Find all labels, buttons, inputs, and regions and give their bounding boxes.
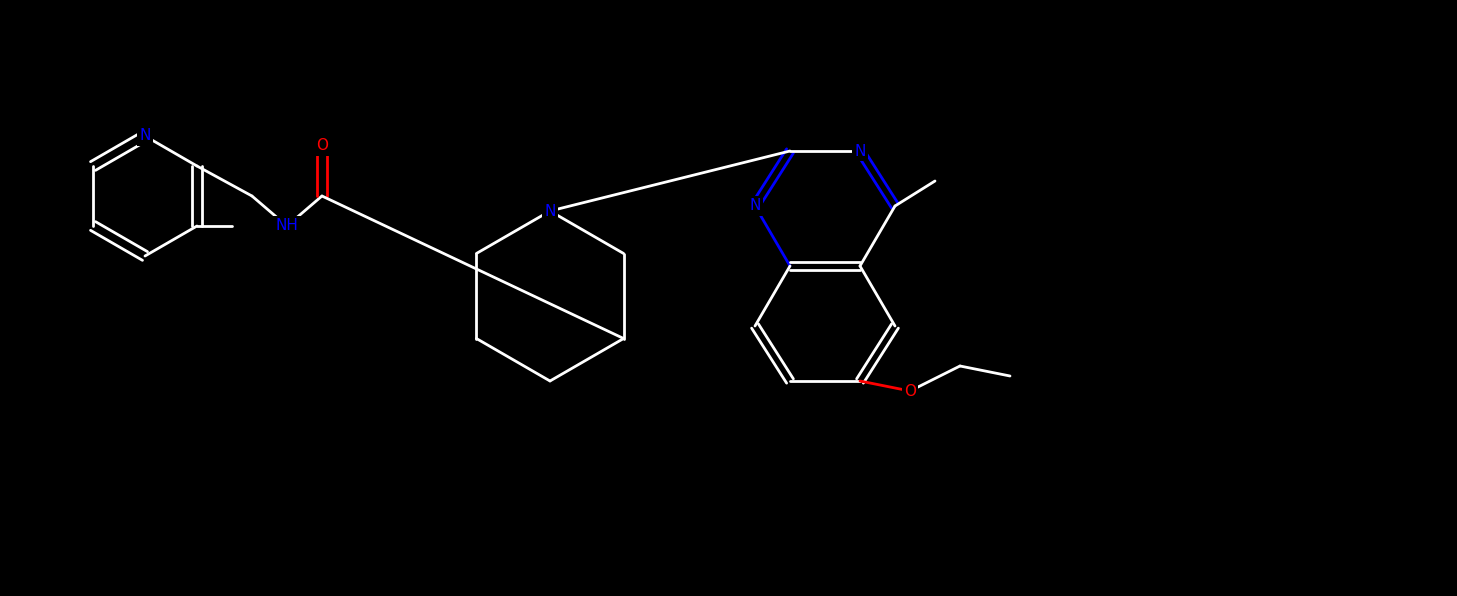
Text: N: N bbox=[854, 144, 865, 159]
Text: N: N bbox=[140, 129, 150, 144]
Text: O: O bbox=[316, 138, 328, 154]
Text: N: N bbox=[545, 203, 555, 219]
Text: NH: NH bbox=[275, 219, 299, 234]
Text: N: N bbox=[749, 198, 761, 213]
Text: O: O bbox=[903, 383, 916, 399]
